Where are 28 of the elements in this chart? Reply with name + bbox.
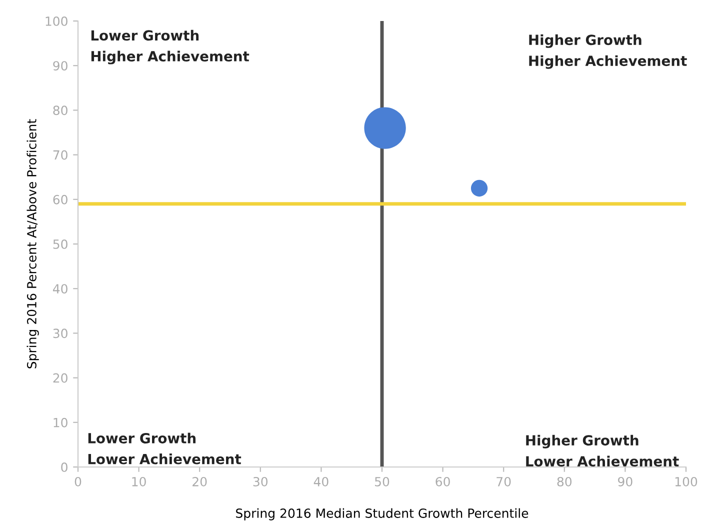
annotation: Lower Growth Lower Achievement	[88, 432, 242, 464]
y-tick-label: 60	[53, 194, 68, 204]
x-tick-label: 70	[496, 476, 511, 486]
annotation: Higher Growth Lower Achievement	[526, 434, 679, 467]
x-tick-label: 60	[436, 476, 450, 486]
y-tick-label: 20	[53, 373, 68, 383]
x-tick-label: 40	[314, 476, 328, 486]
x-axis-title: Spring 2016 Median Student Growth Percentile	[236, 508, 528, 520]
x-tick-label: 100	[675, 476, 698, 486]
x-tick-label: 10	[132, 476, 146, 486]
annotation: Higher Growth Higher Achievement	[529, 34, 687, 69]
x-tick-label: 80	[557, 476, 572, 486]
x-tick-label: 90	[618, 476, 632, 486]
y-tick-label: 90	[53, 61, 68, 71]
y-tick-label: 10	[54, 418, 68, 428]
y-axis-title: Spring 2016 Percent At/Above Proficient	[26, 119, 39, 368]
y-tick-label: 80	[53, 106, 68, 116]
x-tick-label: 30	[253, 476, 268, 486]
annotation: Lower Growth Higher Achievement	[91, 30, 250, 64]
x-tick-label: 20	[192, 476, 207, 486]
y-tick-label: 100	[46, 16, 68, 26]
y-tick-label: 40	[52, 284, 68, 294]
x-tick-label: 0	[74, 476, 82, 486]
y-tick-label: 30	[53, 328, 68, 338]
x-tick-label: 50	[375, 476, 390, 486]
y-tick-label: 50	[53, 239, 68, 249]
y-tick-label: 0	[61, 462, 68, 472]
y-tick-label: 70	[53, 150, 68, 160]
